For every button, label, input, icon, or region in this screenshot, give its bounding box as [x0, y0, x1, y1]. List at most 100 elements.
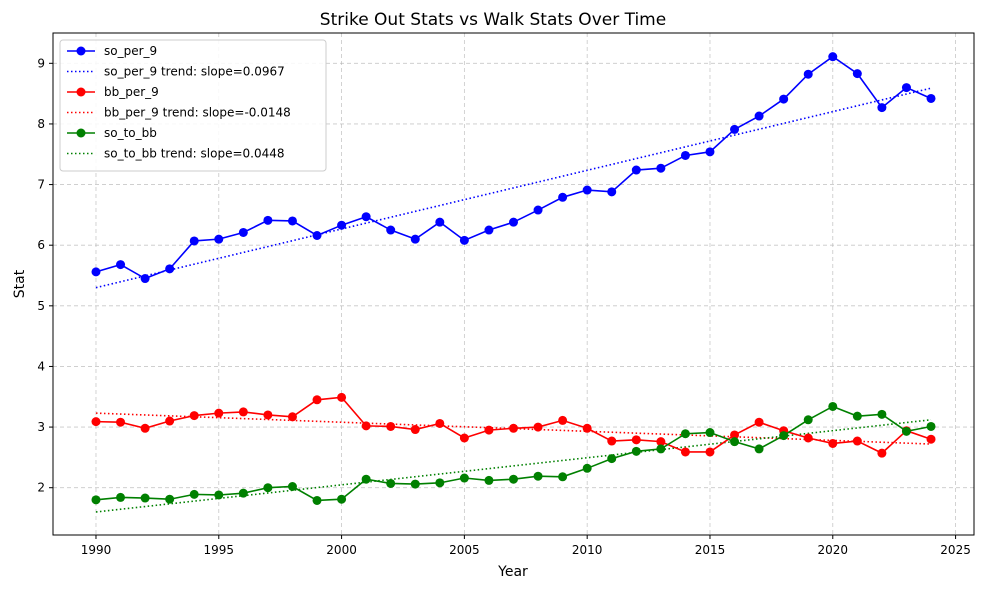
legend-entry-so_per_9-trend: so_per_9 trend: slope=0.0967 [104, 65, 285, 79]
y-tick-label: 2 [37, 481, 45, 495]
so_per_9-point [312, 230, 322, 240]
so_per_9-point [607, 187, 617, 197]
so_per_9-point [116, 260, 126, 270]
bb_per_9-point [680, 447, 690, 457]
so_per_9-point [435, 217, 445, 227]
so_per_9-point [238, 227, 248, 237]
so_per_9-point [361, 212, 371, 222]
so_per_9-point [828, 52, 838, 62]
so_per_9-point [337, 220, 347, 230]
bb_per_9-point [705, 447, 715, 457]
so_per_9-point [165, 264, 175, 274]
so_per_9-point [631, 165, 641, 175]
x-tick-label: 2000 [326, 543, 357, 557]
x-tick-label: 2025 [940, 543, 971, 557]
so_to_bb-point [165, 494, 175, 504]
so_per_9-point [926, 93, 936, 103]
bb_per_9-point [828, 438, 838, 448]
so_to_bb-point [189, 489, 199, 499]
bb_per_9-point [803, 433, 813, 443]
so_to_bb-point [877, 409, 887, 419]
series-layer [91, 52, 936, 513]
x-tick-label: 2020 [818, 543, 849, 557]
legend-marker-swatch [76, 87, 86, 97]
so_per_9-point [558, 192, 568, 202]
so_to_bb-point [656, 444, 666, 454]
so_per_9-point [533, 205, 543, 215]
so_per_9-point [509, 217, 518, 227]
bb_per_9-point [165, 416, 175, 426]
y-axis-label: Stat [12, 269, 28, 298]
so_to_bb-point [754, 444, 764, 454]
so_per_9-point [680, 150, 690, 160]
bb_per_9-point [852, 436, 862, 446]
so_per_9-point [140, 274, 150, 284]
so_per_9-point [730, 124, 740, 134]
bb_per_9-point [607, 436, 617, 446]
bb_per_9-trend-line [95, 412, 932, 445]
so_to_bb-point [631, 446, 641, 456]
so_to_bb-point [926, 421, 936, 431]
legend-box [59, 39, 327, 172]
so_to_bb-point [730, 437, 740, 447]
so_per_9-point [656, 163, 666, 173]
legend-marker-swatch [76, 46, 86, 56]
bb_per_9-point [116, 417, 126, 427]
y-tick-label: 8 [37, 117, 45, 131]
so_per_9-point [287, 216, 297, 226]
so_to_bb-point [705, 428, 715, 438]
so_to_bb-point [803, 415, 813, 425]
bb_per_9-point [509, 423, 518, 433]
so_to_bb-point [214, 490, 224, 500]
y-tick-label: 3 [37, 420, 45, 434]
bb_per_9-point [533, 422, 543, 432]
x-tick-label: 2015 [695, 543, 726, 557]
bb_per_9-point [582, 423, 592, 433]
so_to_bb-point [828, 401, 838, 411]
so_per_9-point [803, 69, 813, 79]
bb_per_9-point [287, 412, 297, 422]
plot-frame [52, 32, 975, 536]
so_to_bb-point [459, 473, 469, 483]
bb_per_9-point [926, 434, 936, 444]
so_to_bb-point [680, 429, 690, 439]
so_per_9-point [263, 215, 273, 225]
x-axis-label: Year [497, 564, 528, 580]
bb_per_9-point [337, 392, 347, 402]
so_per_9-point [754, 111, 764, 121]
so_per_9-point [705, 147, 715, 157]
so_to_bb-point [116, 492, 126, 502]
legend-entry-so_per_9: so_per_9 [104, 44, 157, 58]
so_to_bb-point [558, 472, 568, 482]
so_per_9-trend-line [95, 87, 932, 289]
so_to_bb-point [779, 431, 789, 441]
y-tick-label: 7 [37, 178, 45, 192]
bb_per_9-point [238, 407, 248, 417]
so_to_bb-point [91, 495, 101, 505]
legend-entry-bb_per_9: bb_per_9 [104, 85, 159, 99]
so_per_9-point [901, 83, 911, 93]
so_to_bb-point [361, 474, 371, 484]
legend-entry-so_to_bb: so_to_bb [104, 126, 157, 140]
bb_per_9-point [656, 437, 666, 447]
so_to_bb-point [140, 493, 150, 503]
so_per_9-point [877, 103, 887, 113]
y-tick-label: 4 [37, 359, 45, 373]
so_to_bb-point [533, 471, 543, 481]
so_per_9-point [91, 267, 101, 277]
x-tick-label: 1995 [204, 543, 235, 557]
so_to_bb-point [509, 474, 518, 484]
bb_per_9-point [361, 421, 371, 431]
so_to_bb-point [263, 483, 273, 493]
bb_per_9-point [312, 395, 322, 405]
so_per_9-point [386, 225, 396, 235]
bb_per_9-point [435, 418, 445, 428]
so_to_bb-point [435, 478, 445, 488]
so_to_bb-point [607, 454, 617, 464]
so_to_bb-point [582, 463, 592, 473]
bb_per_9-point [140, 423, 150, 433]
bb_per_9-point [386, 421, 396, 431]
axis-ticks: 1990 1995 2000 2005 2010 2015 2020 2025 2 3 4 5 6 7 8 9 [37, 56, 970, 557]
bb_per_9-point [558, 415, 568, 425]
